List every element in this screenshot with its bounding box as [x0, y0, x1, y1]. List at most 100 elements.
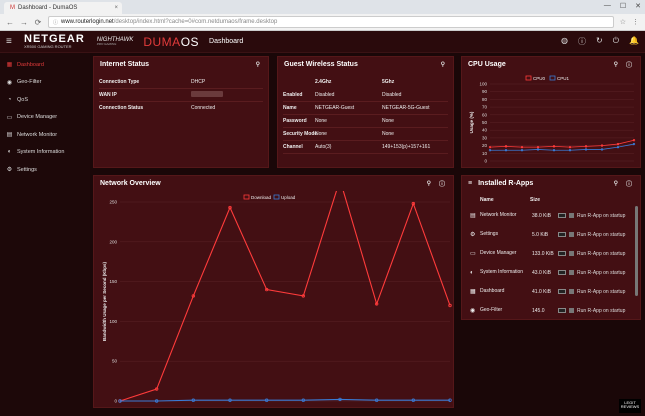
- scrollbar[interactable]: [635, 206, 638, 296]
- refresh-icon[interactable]: ↻: [596, 36, 603, 45]
- sidebar-item-network-monitor[interactable]: ▤ Network Monitor: [0, 126, 90, 144]
- data-point[interactable]: [600, 144, 604, 147]
- sidebar-item-label: Settings: [17, 166, 37, 173]
- sidebar-item-dashboard[interactable]: ▦ Dashboard: [0, 56, 90, 74]
- rapp-icon: ⚙: [470, 232, 476, 238]
- data-point[interactable]: [264, 398, 269, 402]
- legend-label: Download: [251, 195, 272, 200]
- rapp-toggle[interactable]: [558, 308, 566, 313]
- rapp-icon: ▭: [470, 251, 476, 257]
- data-point[interactable]: [374, 302, 379, 306]
- browser-tab[interactable]: M Dashboard - DumaOS ×: [4, 2, 122, 14]
- sidebar-item-system-information[interactable]: ◐ System Information: [0, 144, 90, 162]
- menu-icon[interactable]: ≡: [468, 179, 473, 187]
- series-line-cpu1: [490, 143, 635, 151]
- help-icon[interactable]: ⓘ: [438, 181, 445, 188]
- tab-close-icon[interactable]: ×: [114, 5, 118, 11]
- help-icon[interactable]: ⓘ: [625, 181, 632, 188]
- data-point[interactable]: [191, 398, 196, 402]
- data-point[interactable]: [632, 142, 636, 146]
- y-tick-label: 250: [109, 200, 117, 205]
- pin-icon[interactable]: ⚲: [426, 180, 431, 187]
- data-point[interactable]: [552, 145, 556, 148]
- data-point[interactable]: [228, 205, 232, 210]
- data-point[interactable]: [536, 148, 540, 151]
- minimize-icon[interactable]: —: [603, 2, 611, 9]
- rapp-startup-checkbox[interactable]: [569, 213, 574, 218]
- data-point[interactable]: [191, 294, 196, 298]
- rapp-toggle[interactable]: [558, 270, 566, 275]
- data-point[interactable]: [584, 148, 588, 151]
- hamburger-menu-icon[interactable]: ≡: [6, 36, 12, 47]
- maximize-icon[interactable]: ☐: [619, 3, 627, 10]
- sidebar-item-settings[interactable]: ⚙ Settings: [0, 161, 90, 179]
- data-point[interactable]: [584, 145, 588, 148]
- sidebar-item-geo-filter[interactable]: ◉ Geo-Filter: [0, 74, 90, 92]
- rapp-startup-checkbox[interactable]: [569, 232, 574, 237]
- rapp-toggle[interactable]: [558, 289, 566, 294]
- data-point[interactable]: [301, 398, 306, 402]
- rapp-row: ◉ Geo-Filter 145.0 Run R-App on startup: [470, 301, 632, 319]
- data-point[interactable]: [228, 398, 232, 402]
- data-point[interactable]: [616, 142, 620, 146]
- y-tick-label: 30: [482, 135, 488, 140]
- data-point[interactable]: [536, 145, 540, 149]
- divider: [283, 114, 448, 115]
- rapp-name: Dashboard: [480, 287, 505, 294]
- data-point[interactable]: [504, 145, 508, 148]
- data-point[interactable]: [338, 397, 342, 402]
- data-point[interactable]: [488, 149, 492, 152]
- rapp-startup-checkbox[interactable]: [569, 251, 574, 256]
- pin-icon[interactable]: ⚲: [255, 61, 260, 68]
- window-close-icon[interactable]: ✕: [635, 3, 641, 10]
- back-icon[interactable]: ←: [6, 17, 14, 27]
- data-point[interactable]: [301, 294, 306, 298]
- sidebar-item-device-manager[interactable]: ▭ Device Manager: [0, 109, 90, 127]
- rapp-row: ▭ Device Manager 133.0 KiB Run R-App on sta…: [470, 244, 632, 263]
- bell-icon[interactable]: 🔔: [629, 36, 639, 45]
- bookmark-star-icon[interactable]: ☆: [619, 19, 626, 26]
- power-icon[interactable]: ⏻: [612, 36, 620, 45]
- help-icon[interactable]: ⓘ: [625, 62, 632, 69]
- pin-icon[interactable]: ⚲: [613, 180, 618, 187]
- data-point[interactable]: [520, 149, 524, 152]
- data-point[interactable]: [154, 399, 159, 403]
- data-point[interactable]: [448, 303, 452, 308]
- data-point[interactable]: [154, 387, 159, 391]
- data-point[interactable]: [600, 148, 604, 151]
- data-point[interactable]: [552, 149, 556, 152]
- sidebar-item-icon: ⚙: [6, 167, 13, 174]
- data-point[interactable]: [568, 149, 572, 152]
- wireless-v24: Disabled: [315, 92, 335, 98]
- data-point[interactable]: [411, 398, 416, 402]
- pin-icon[interactable]: ⚲: [440, 61, 445, 68]
- forward-icon[interactable]: →: [20, 17, 28, 27]
- rapp-startup-checkbox[interactable]: [569, 289, 574, 294]
- rapp-toggle[interactable]: [558, 251, 566, 256]
- rapp-toggle[interactable]: [558, 232, 566, 237]
- data-point[interactable]: [118, 399, 122, 403]
- sidebar-item-icon: ▦: [6, 62, 13, 69]
- data-point[interactable]: [488, 145, 492, 149]
- sidebar-item-qos[interactable]: ◔ QoS: [0, 91, 90, 109]
- data-point[interactable]: [568, 145, 572, 149]
- pin-icon[interactable]: ⚲: [613, 61, 618, 68]
- rapp-startup-checkbox[interactable]: [569, 308, 574, 313]
- data-point[interactable]: [411, 201, 416, 206]
- info-icon[interactable]: ⓘ: [578, 37, 586, 46]
- col-24ghz: 2.4Ghz: [315, 79, 332, 85]
- data-point[interactable]: [448, 398, 452, 402]
- reload-icon[interactable]: ⟳: [34, 17, 42, 27]
- globe-icon[interactable]: ◍: [561, 36, 568, 45]
- data-point[interactable]: [520, 145, 524, 149]
- data-point[interactable]: [374, 398, 379, 402]
- data-point[interactable]: [632, 139, 636, 142]
- data-point[interactable]: [264, 287, 269, 292]
- data-point[interactable]: [504, 149, 508, 152]
- rapp-startup-checkbox[interactable]: [569, 270, 574, 275]
- data-point[interactable]: [616, 145, 620, 149]
- rapp-toggle[interactable]: [558, 213, 566, 218]
- browser-menu-icon[interactable]: ⋮: [632, 19, 639, 26]
- series-line-cpu0: [489, 139, 635, 148]
- url-input[interactable]: ⓘ www.routerlogin.net /desktop/index.htm…: [48, 16, 614, 28]
